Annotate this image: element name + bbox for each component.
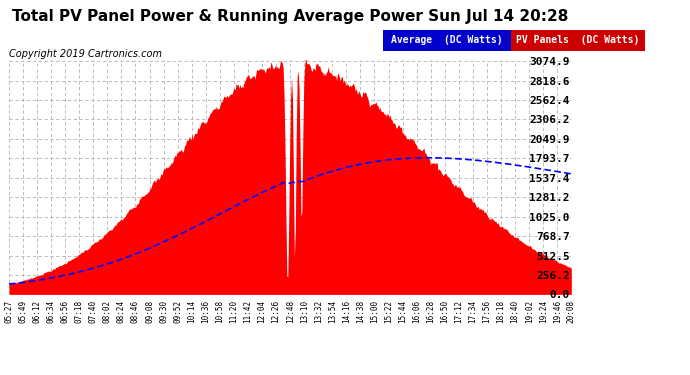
Text: 08:46: 08:46 — [131, 300, 140, 323]
Text: 12:04: 12:04 — [257, 300, 266, 323]
Text: 16:06: 16:06 — [412, 300, 421, 323]
Text: 16:50: 16:50 — [440, 300, 449, 323]
Text: 09:52: 09:52 — [173, 300, 182, 323]
Text: 07:40: 07:40 — [89, 300, 98, 323]
Text: 18:18: 18:18 — [497, 300, 506, 323]
Text: 12:48: 12:48 — [286, 300, 295, 323]
Text: 10:36: 10:36 — [201, 300, 210, 323]
Text: 06:56: 06:56 — [61, 300, 70, 323]
Text: 14:16: 14:16 — [342, 300, 351, 323]
Text: 13:32: 13:32 — [314, 300, 323, 323]
Text: 14:38: 14:38 — [356, 300, 365, 323]
Text: 16:28: 16:28 — [426, 300, 435, 323]
Text: 05:27: 05:27 — [4, 300, 14, 323]
Text: 17:12: 17:12 — [454, 300, 464, 323]
Text: 11:20: 11:20 — [229, 300, 239, 323]
Text: 15:00: 15:00 — [370, 300, 379, 323]
Text: 19:02: 19:02 — [524, 300, 533, 323]
Text: 19:46: 19:46 — [553, 300, 562, 323]
Text: 07:18: 07:18 — [75, 300, 83, 323]
Text: 13:54: 13:54 — [328, 300, 337, 323]
Text: PV Panels  (DC Watts): PV Panels (DC Watts) — [516, 35, 640, 45]
Text: Average  (DC Watts): Average (DC Watts) — [391, 35, 502, 45]
Text: 19:24: 19:24 — [539, 300, 548, 323]
Text: 11:42: 11:42 — [244, 300, 253, 323]
Text: 05:49: 05:49 — [19, 300, 28, 323]
Text: 10:14: 10:14 — [187, 300, 196, 323]
Text: 17:34: 17:34 — [469, 300, 477, 323]
Text: 17:56: 17:56 — [482, 300, 491, 323]
Text: Copyright 2019 Cartronics.com: Copyright 2019 Cartronics.com — [9, 49, 162, 59]
Text: 15:44: 15:44 — [398, 300, 407, 323]
Text: Total PV Panel Power & Running Average Power Sun Jul 14 20:28: Total PV Panel Power & Running Average P… — [12, 9, 568, 24]
Text: 10:58: 10:58 — [215, 300, 224, 323]
Text: 08:24: 08:24 — [117, 300, 126, 323]
Text: 09:08: 09:08 — [145, 300, 154, 323]
Text: 13:10: 13:10 — [299, 300, 308, 323]
Text: 06:12: 06:12 — [32, 300, 41, 323]
Text: 08:02: 08:02 — [103, 300, 112, 323]
Text: 12:26: 12:26 — [272, 300, 281, 323]
Text: 15:22: 15:22 — [384, 300, 393, 323]
Text: 20:08: 20:08 — [566, 300, 576, 323]
Text: 09:30: 09:30 — [159, 300, 168, 323]
Text: 18:40: 18:40 — [511, 300, 520, 323]
Text: 06:34: 06:34 — [47, 300, 56, 323]
